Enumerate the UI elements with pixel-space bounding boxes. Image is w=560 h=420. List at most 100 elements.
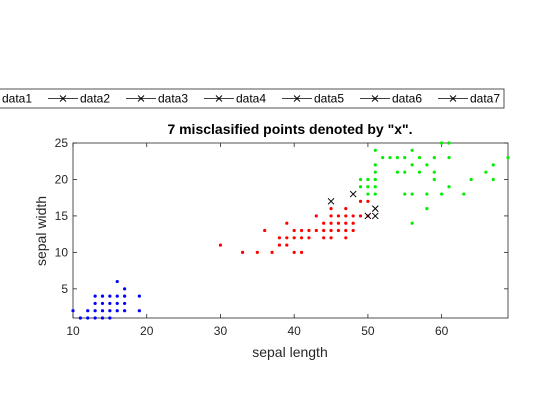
data-point-series-1	[93, 294, 97, 298]
data-point-series-3	[381, 155, 385, 160]
y-tick-label: 25	[55, 136, 69, 150]
legend-marker	[59, 95, 67, 102]
data-point-series-3	[403, 170, 407, 174]
legend-marker	[371, 95, 379, 102]
data-point-series-1	[115, 309, 119, 313]
data-point-series-2	[292, 228, 296, 233]
data-point-series-3	[425, 207, 429, 211]
data-point-series-2	[344, 228, 348, 233]
y-tick-label: 15	[55, 209, 69, 223]
data-point-series-1	[86, 309, 90, 313]
data-point-series-2	[322, 236, 326, 240]
data-point-series-3	[432, 170, 436, 174]
data-point-series-2	[314, 228, 318, 233]
data-point-series-2	[336, 214, 341, 218]
data-point-series-3	[491, 163, 495, 167]
data-point-series-2	[329, 214, 333, 218]
data-point-series-2	[255, 250, 259, 254]
data-point-series-1	[115, 294, 119, 298]
chart-title: 7 misclasified points denoted by "x".	[167, 121, 412, 137]
data-point-series-3	[403, 192, 407, 196]
data-point-series-2	[299, 228, 304, 233]
data-point-series-1	[86, 316, 90, 320]
data-point-series-3	[366, 185, 370, 189]
data-point-series-3	[447, 141, 451, 145]
misclassified-point	[371, 212, 379, 220]
legend-marker	[215, 95, 223, 102]
legend-entry: data4	[236, 92, 266, 106]
data-point-series-2	[336, 221, 341, 225]
data-point-series-2	[285, 243, 289, 247]
data-point-series-3	[366, 177, 370, 182]
x-tick-label: 20	[140, 324, 154, 338]
legend-box	[0, 88, 505, 109]
data-point-series-1	[123, 287, 127, 291]
data-point-series-3	[484, 170, 488, 174]
data-point-series-3	[410, 221, 414, 225]
legend-entry: data6	[392, 92, 422, 106]
data-point-series-1	[71, 309, 75, 313]
data-point-series-1	[123, 301, 127, 306]
data-point-series-3	[506, 155, 510, 160]
data-point-series-2	[285, 236, 289, 240]
data-point-series-3	[417, 170, 422, 174]
x-axis-label: sepal length	[252, 344, 328, 360]
legend-entry: data7	[470, 92, 500, 106]
data-point-series-3	[469, 177, 473, 182]
data-point-series-2	[344, 236, 348, 240]
y-axis: 5 10 15 20 25	[55, 136, 508, 296]
y-axis-label: sepal width	[33, 196, 49, 266]
data-point-series-2	[351, 228, 355, 233]
data-point-series-3	[373, 170, 377, 174]
data-point-series-3	[447, 185, 451, 189]
data-point-series-2	[344, 214, 348, 218]
data-point-series-3	[462, 192, 466, 196]
x-tick-label: 60	[435, 324, 449, 338]
legend-marker	[449, 95, 457, 102]
data-point-series-3	[425, 163, 429, 167]
data-point-series-2	[322, 221, 326, 225]
data-point-series-1	[100, 294, 105, 298]
data-point-series-2	[218, 243, 223, 247]
legend-entry: data5	[314, 92, 344, 106]
legend-entry: data2	[80, 92, 110, 106]
data-point-series-1	[115, 279, 119, 284]
data-point-series-2	[351, 221, 355, 225]
data-point-series-2	[307, 228, 311, 233]
data-point-series-3	[417, 155, 422, 160]
data-point-series-1	[108, 309, 112, 313]
x-tick-label: 50	[361, 324, 375, 338]
data-point-series-3	[440, 192, 444, 196]
data-point-series-3	[388, 155, 392, 160]
data-point-series-2	[314, 214, 318, 218]
data-point-series-3	[395, 155, 400, 160]
data-point-series-3	[491, 177, 495, 182]
data-point-series-3	[425, 192, 429, 196]
data-point-series-1	[93, 316, 97, 320]
data-point-series-1	[78, 316, 82, 320]
data-point-series-3	[373, 185, 377, 189]
data-point-series-2	[270, 250, 274, 254]
data-point-series-2	[344, 207, 348, 211]
data-point-series-3	[366, 192, 370, 196]
data-point-series-1	[137, 294, 141, 298]
x-tick-label: 40	[288, 324, 302, 338]
data-point-series-3	[373, 192, 377, 196]
data-point-series-2	[299, 236, 304, 240]
legend-entry: data1	[2, 92, 32, 106]
misclassified-point	[327, 197, 335, 205]
data-point-series-1	[115, 301, 119, 306]
legend: data1 data2 data3 data4 data5 data6 data7	[0, 88, 505, 109]
legend-marker	[137, 95, 145, 102]
data-point-series-2	[307, 236, 311, 240]
data-point-series-3	[410, 163, 414, 167]
data-point-series-2	[366, 199, 370, 203]
x-axis: 10 20 30 40 50 60	[66, 143, 449, 338]
data-point-series-1	[93, 309, 97, 313]
data-point-series-1	[93, 301, 97, 306]
data-point-series-1	[137, 309, 141, 313]
legend-marker	[293, 95, 301, 102]
plot-area	[72, 142, 509, 319]
data-point-series-2	[358, 199, 363, 203]
